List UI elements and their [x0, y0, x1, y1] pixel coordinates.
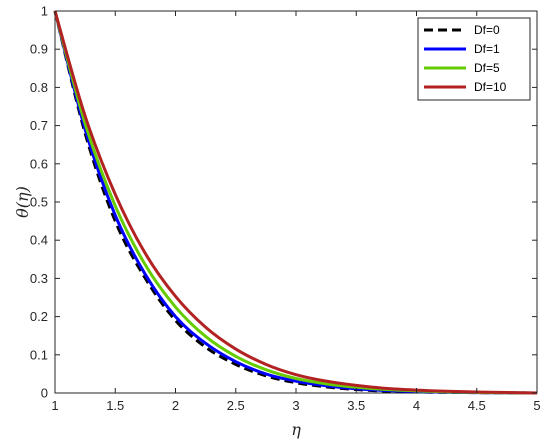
y-tick-label: 1	[41, 4, 48, 19]
x-tick-label: 2.5	[227, 398, 245, 413]
y-tick-label: 0.6	[30, 156, 48, 171]
y-tick-label: 0.3	[30, 271, 48, 286]
legend-label-3: Df=10	[474, 80, 507, 94]
x-tick-label: 2	[172, 398, 179, 413]
series-line-0	[53, 10, 538, 395]
x-tick-label: 5	[533, 398, 540, 413]
legend-label-1: Df=1	[474, 42, 500, 56]
x-tick-label: 3.5	[347, 398, 365, 413]
y-axis-label: θ(η)	[13, 186, 32, 218]
legend: Df=0 Df=1 Df=5 Df=10	[417, 17, 531, 101]
y-tick-label: 0	[41, 386, 48, 401]
x-axis-label: η	[291, 420, 301, 439]
series-group	[53, 10, 538, 395]
x-tick-label: 4.5	[468, 398, 486, 413]
x-tick-label: 3	[292, 398, 299, 413]
legend-label-0: Df=0	[474, 23, 500, 37]
series-line-3	[53, 10, 538, 395]
legend-label-2: Df=5	[474, 61, 500, 75]
ticks-group: 1 1.5 2 2.5 3 3.5 4 4.5 5 0 0.1 0.2 0.3 0.4 0.5 0.6 0.7 0…	[30, 4, 541, 414]
y-tick-label: 0.5	[30, 195, 48, 210]
y-tick-label: 0.7	[30, 118, 48, 133]
y-tick-label: 0.4	[30, 233, 48, 248]
x-tick-label: 4	[413, 398, 420, 413]
y-tick-label: 0.9	[30, 42, 48, 57]
x-tick-label: 1.5	[106, 398, 124, 413]
y-tick-label: 0.1	[30, 347, 48, 362]
y-tick-label: 0.8	[30, 80, 48, 95]
x-tick-label: 1	[51, 398, 58, 413]
y-tick-label: 0.2	[30, 309, 48, 324]
